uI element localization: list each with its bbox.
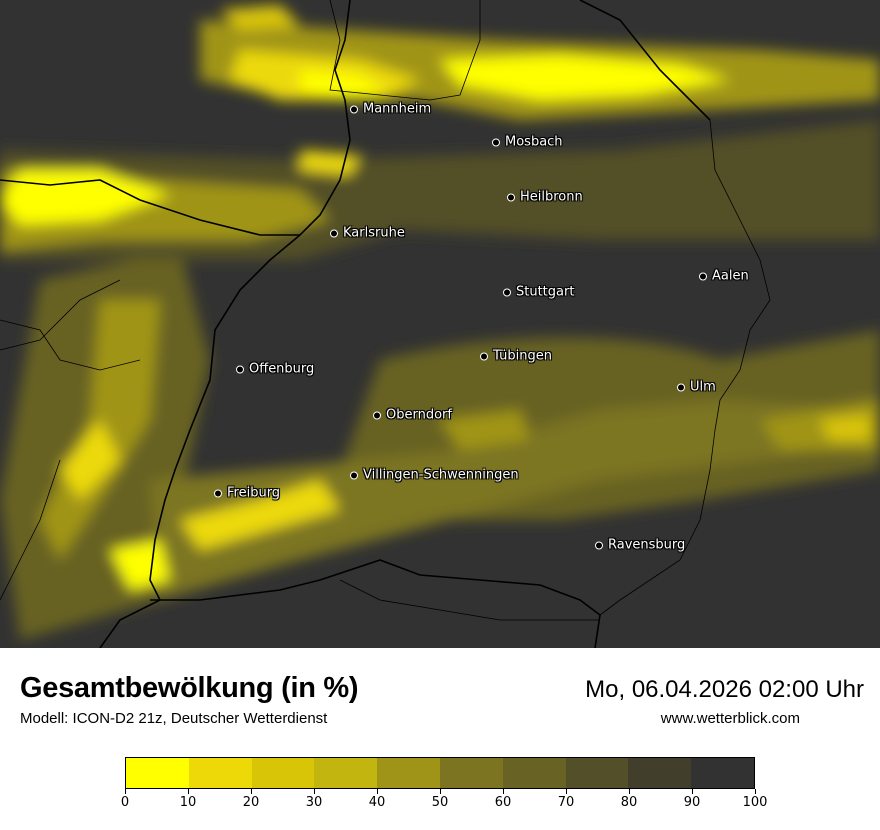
model-info: Modell: ICON-D2 21z, Deutscher Wetterdie… [20,710,328,727]
city-dot-icon [699,272,707,280]
city-label: Heilbronn [520,189,583,205]
website-link[interactable]: www.wetterblick.com [660,710,800,727]
cloud-cover-map: Mannheim Mosbach Heilbronn Karlsruhe Stu… [0,0,880,648]
legend-swatch [502,758,566,788]
country-borders [0,0,711,648]
city-marker-aalen: Aalen [699,269,749,284]
city-marker-tuebingen: Tübingen [480,349,552,364]
city-marker-offenburg: Offenburg [236,362,314,377]
legend-tick-mark [503,789,504,794]
legend-swatch [377,758,440,788]
city-label: Aalen [712,268,749,284]
legend-tick-mark [314,789,315,794]
city-label: Offenburg [249,361,315,377]
city-label: Mosbach [505,134,563,150]
city-marker-heilbronn: Heilbronn [507,190,583,205]
city-dot-icon [503,288,511,296]
city-dot-icon [330,229,338,237]
legend-tick-label: 100 [742,795,768,810]
legend-swatch [439,758,503,788]
city-marker-mannheim: Mannheim [350,102,431,117]
city-label: Oberndorf [386,407,452,423]
city-label: Karlsruhe [343,225,405,241]
city-label: Freiburg [227,485,281,501]
color-legend-bar [125,757,755,789]
city-dot-icon [350,471,358,479]
legend-tick-label: 50 [431,795,449,810]
legend-tick-label: 30 [305,795,323,810]
city-marker-mosbach: Mosbach [492,135,563,150]
city-dot-icon [350,105,358,113]
legend-tick-mark [377,789,378,794]
city-label: Tübingen [493,348,552,364]
legend-tick-label: 60 [494,795,512,810]
forecast-datetime: Mo, 06.04.2026 02:00 Uhr [585,676,864,703]
legend-tick-label: 90 [683,795,701,810]
city-marker-freiburg: Freiburg [214,486,280,501]
legend-tick-label: 20 [242,795,260,810]
city-dot-icon [492,138,500,146]
legend-swatch [565,758,629,788]
legend-swatch [251,758,315,788]
legend-tick-mark [440,789,441,794]
city-marker-oberndorf: Oberndorf [373,408,452,423]
legend-tick-mark [251,789,252,794]
legend-tick-mark [692,789,693,794]
legend-swatch [126,758,189,788]
legend-tick-label: 70 [557,795,575,810]
legend-swatch [314,758,378,788]
city-dot-icon [595,541,603,549]
legend-tick-label: 80 [620,795,638,810]
legend-tick-mark [188,789,189,794]
city-label: Mannheim [363,101,432,117]
legend-tick-mark [125,789,126,794]
city-marker-ulm: Ulm [677,380,716,395]
city-marker-karlsruhe: Karlsruhe [330,226,405,241]
legend-swatch [691,758,754,788]
map-title: Gesamtbewölkung (in %) [20,672,359,704]
city-label: Ulm [690,379,716,395]
cloud-field [0,0,880,648]
city-dot-icon [507,193,515,201]
legend-tick-mark [629,789,630,794]
legend-swatch [188,758,252,788]
legend-swatch [628,758,692,788]
state-borders [0,0,771,621]
city-dot-icon [373,411,381,419]
legend-tick-mark [566,789,567,794]
city-marker-stuttgart: Stuttgart [503,285,574,300]
city-label: Ravensburg [608,537,686,553]
city-marker-ravensburg: Ravensburg [595,538,685,553]
legend-tick-label: 0 [120,795,130,810]
city-marker-villingen-schwenningen: Villingen-Schwenningen [350,468,519,483]
city-dot-icon [236,365,244,373]
city-dot-icon [214,489,222,497]
city-dot-icon [677,383,685,391]
city-label: Villingen-Schwenningen [363,467,519,483]
legend-tick-label: 40 [368,795,386,810]
legend-tick-label: 10 [179,795,197,810]
city-dot-icon [480,352,488,360]
city-label: Stuttgart [516,284,575,300]
legend-tick-mark [755,789,756,794]
